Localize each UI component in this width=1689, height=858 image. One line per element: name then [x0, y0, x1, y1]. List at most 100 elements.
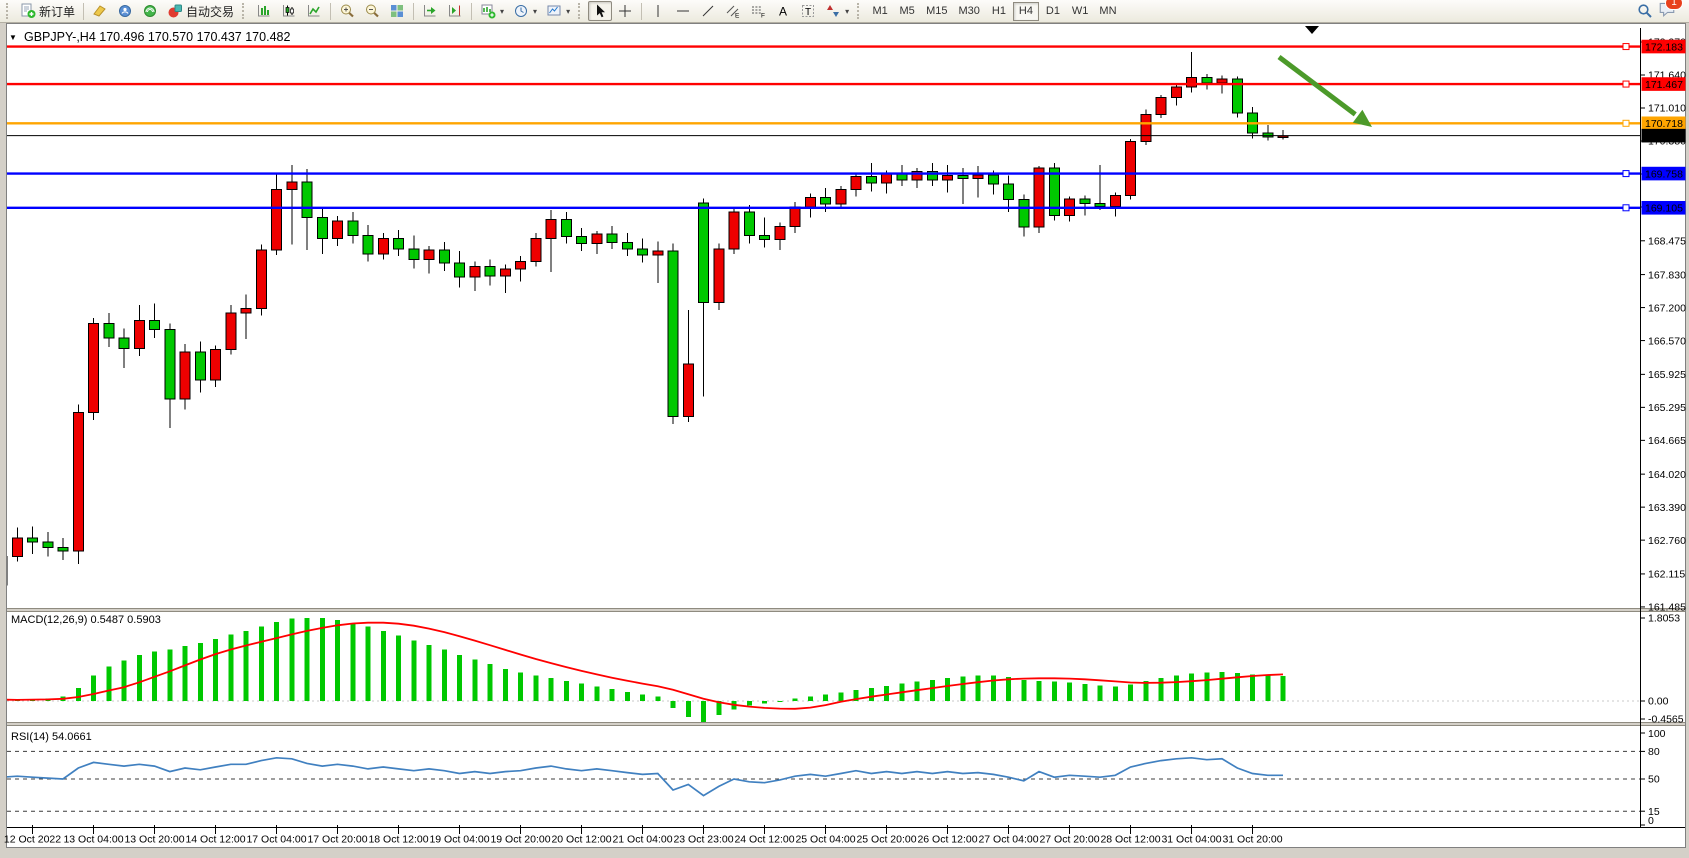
autotrading-label: 自动交易 — [186, 4, 235, 19]
macd-bar — [762, 701, 767, 704]
line-handle[interactable] — [1622, 43, 1630, 51]
candle — [545, 210, 557, 272]
trendline-tool[interactable] — [696, 1, 720, 21]
timeframe-mn[interactable]: MN — [1094, 2, 1121, 21]
macd-bar — [1250, 674, 1255, 701]
chart-shift-marker[interactable] — [1305, 26, 1319, 34]
autotrading-button[interactable]: 自动交易 — [163, 1, 238, 21]
x-axis-label: 13 Oct 04:00 — [63, 834, 123, 846]
candle — [850, 172, 862, 197]
trend-arrow-head[interactable] — [1352, 109, 1372, 127]
candle — [408, 235, 420, 269]
x-axis-label: 14 Oct 12:00 — [185, 834, 245, 846]
timeframe-h1[interactable]: H1 — [986, 2, 1012, 21]
cursor-tool-button[interactable] — [588, 1, 613, 21]
new-order-button[interactable]: 新订单 — [16, 1, 79, 21]
candle — [1018, 194, 1030, 237]
candle — [332, 215, 343, 246]
tile-windows-button[interactable] — [385, 1, 409, 21]
y-axis-tick-label: 165.925 — [1648, 369, 1686, 381]
timeframe-m5[interactable]: M5 — [894, 2, 920, 21]
community-button[interactable] — [113, 1, 137, 21]
macd-bar — [1265, 675, 1271, 701]
macd-bar — [121, 660, 127, 701]
candle — [103, 312, 115, 347]
text-tool[interactable]: A — [771, 1, 795, 21]
zoom-out-button[interactable] — [360, 1, 384, 21]
macd-bar — [182, 645, 188, 701]
price-label-text: 169.758 — [1645, 168, 1683, 180]
macd-bar — [807, 696, 813, 701]
candle — [240, 294, 252, 340]
toolbar-grip — [857, 3, 863, 19]
x-axis-label: 24 Oct 12:00 — [734, 834, 794, 846]
candle — [1170, 84, 1182, 106]
macd-bar — [213, 638, 218, 701]
period-dropdown[interactable]: ▾ — [509, 1, 541, 21]
macd-bar — [1097, 685, 1103, 701]
search-button[interactable] — [1633, 1, 1657, 21]
text-label-tool[interactable]: T — [796, 1, 820, 21]
svg-text:E: E — [735, 13, 740, 20]
candle — [210, 345, 221, 388]
trend-arrow-annotation[interactable] — [1277, 55, 1357, 117]
chat-button[interactable]: 1 — [1658, 0, 1683, 23]
line-chart-button[interactable] — [302, 1, 326, 21]
line-handle[interactable] — [1622, 119, 1630, 127]
template-dropdown[interactable]: ▾ — [542, 1, 574, 21]
macd-bar — [701, 701, 706, 722]
x-axis-label: 19 Oct 04:00 — [429, 834, 489, 846]
macd-bar — [792, 698, 798, 701]
candle — [972, 166, 984, 198]
candle — [316, 207, 328, 255]
timeframe-h4[interactable]: H4 — [1012, 1, 1039, 21]
candle — [225, 304, 237, 355]
horizontal-line-tool[interactable] — [671, 1, 695, 21]
arrows-tool-dropdown[interactable]: ▾ — [821, 1, 853, 21]
timeframe-m1[interactable]: M1 — [867, 2, 893, 21]
macd-bar — [594, 686, 600, 701]
line-handle[interactable] — [1622, 204, 1630, 212]
bar-chart-button[interactable] — [252, 1, 276, 21]
y-axis-tick-label: 164.665 — [1648, 435, 1686, 447]
macd-bar — [1219, 672, 1225, 701]
macd-bar — [380, 631, 386, 701]
layer-background — [6, 24, 1685, 847]
metaeditor-button[interactable] — [88, 1, 112, 21]
macd-bar — [1143, 680, 1149, 701]
new-chart-dropdown[interactable]: ▾ — [476, 1, 508, 21]
macd-bar — [823, 694, 828, 701]
zoom-in-button[interactable] — [335, 1, 359, 21]
timeframe-m30[interactable]: M30 — [954, 2, 985, 21]
timeframe-w1[interactable]: W1 — [1067, 2, 1094, 21]
line-handle[interactable] — [1622, 170, 1630, 178]
macd-bar — [533, 675, 539, 701]
equidistant-channel-tool[interactable]: E — [721, 1, 745, 21]
timeframe-d1[interactable]: D1 — [1040, 2, 1066, 21]
macd-bar — [106, 666, 112, 701]
separator — [413, 2, 415, 20]
y-axis-tick-label: 161.485 — [1648, 602, 1686, 614]
macd-bar — [1280, 675, 1286, 701]
rsi-axis-label: 50 — [1648, 774, 1660, 786]
line-handle[interactable] — [1622, 80, 1630, 88]
macd-bar — [289, 618, 295, 701]
signals-button[interactable] — [138, 1, 162, 21]
candlestick-chart-button[interactable] — [277, 1, 301, 21]
macd-axis-label: 0.00 — [1648, 696, 1669, 708]
macd-bar — [884, 685, 889, 701]
quote-expander-icon[interactable]: ▼ — [9, 33, 17, 42]
vertical-line-tool[interactable] — [646, 1, 670, 21]
fibonacci-tool[interactable]: F — [746, 1, 770, 21]
timeframe-m15[interactable]: M15 — [921, 2, 952, 21]
crosshair-tool-button[interactable] — [613, 1, 637, 21]
chart-shift-button[interactable] — [443, 1, 467, 21]
tile-windows-icon — [391, 5, 404, 17]
auto-scroll-button[interactable] — [418, 1, 442, 21]
candle — [606, 225, 618, 249]
macd-bar — [502, 668, 508, 701]
macd-bar — [1158, 678, 1164, 701]
candles-layer — [6, 51, 1289, 586]
